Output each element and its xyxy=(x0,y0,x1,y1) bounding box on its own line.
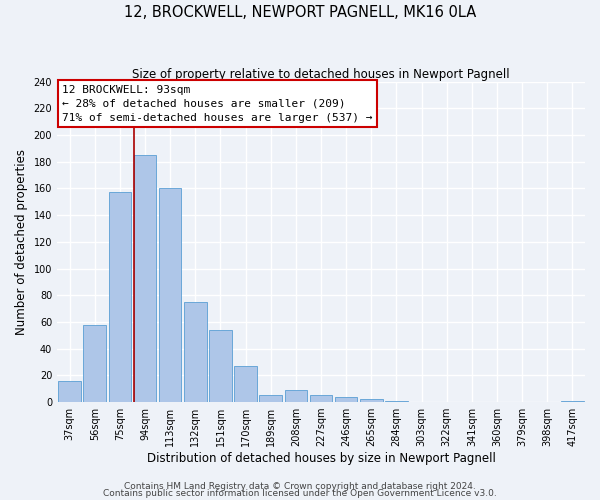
Bar xyxy=(134,155,157,402)
Bar xyxy=(109,192,131,402)
Text: 12 BROCKWELL: 93sqm
← 28% of detached houses are smaller (209)
71% of semi-detac: 12 BROCKWELL: 93sqm ← 28% of detached ho… xyxy=(62,85,373,123)
Bar xyxy=(561,400,584,402)
Bar xyxy=(159,188,181,402)
Bar xyxy=(385,400,408,402)
Y-axis label: Number of detached properties: Number of detached properties xyxy=(15,149,28,335)
Bar xyxy=(184,302,206,402)
Bar xyxy=(234,366,257,402)
Bar xyxy=(209,330,232,402)
X-axis label: Distribution of detached houses by size in Newport Pagnell: Distribution of detached houses by size … xyxy=(146,452,496,465)
Title: Size of property relative to detached houses in Newport Pagnell: Size of property relative to detached ho… xyxy=(132,68,510,80)
Bar xyxy=(335,396,358,402)
Bar xyxy=(310,396,332,402)
Text: Contains HM Land Registry data © Crown copyright and database right 2024.: Contains HM Land Registry data © Crown c… xyxy=(124,482,476,491)
Bar xyxy=(259,396,282,402)
Text: Contains public sector information licensed under the Open Government Licence v3: Contains public sector information licen… xyxy=(103,490,497,498)
Text: 12, BROCKWELL, NEWPORT PAGNELL, MK16 0LA: 12, BROCKWELL, NEWPORT PAGNELL, MK16 0LA xyxy=(124,5,476,20)
Bar xyxy=(360,400,383,402)
Bar xyxy=(83,324,106,402)
Bar xyxy=(58,380,81,402)
Bar xyxy=(284,390,307,402)
